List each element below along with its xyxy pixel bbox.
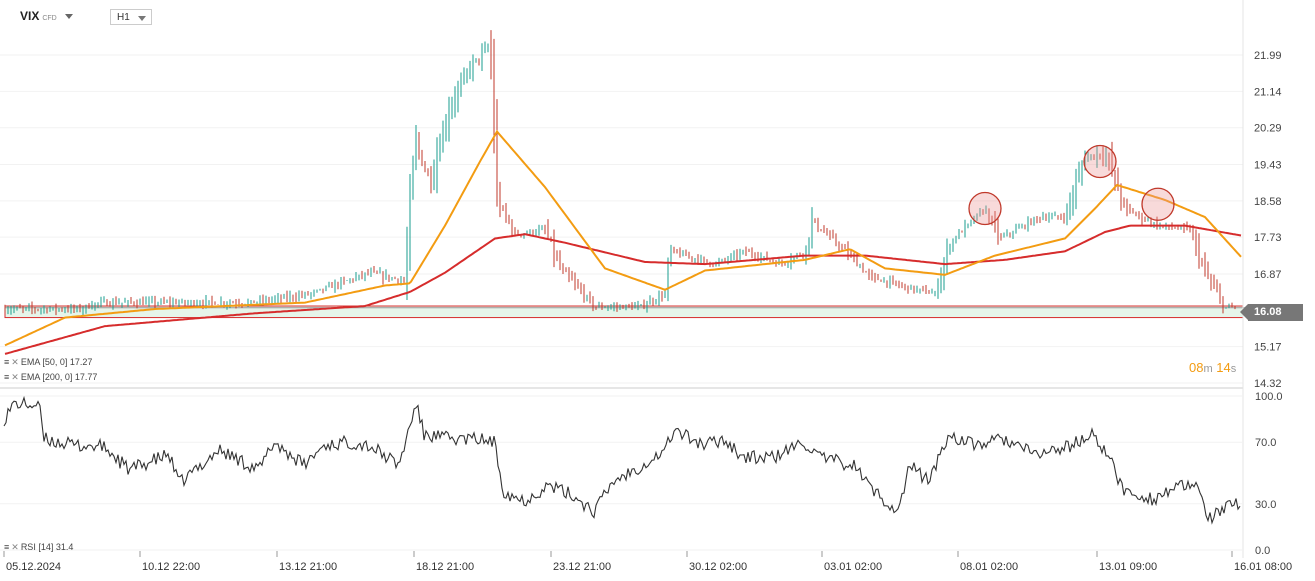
- time-tick-label: 10.12 22:00: [142, 561, 200, 573]
- symbol-sub: CFD: [42, 15, 57, 22]
- ema50-legend-label: EMA [50, 0] 17.27: [20, 357, 93, 367]
- price-tick-label: 21.99: [1254, 50, 1282, 62]
- menu-icon[interactable]: ≡: [4, 357, 10, 367]
- time-tick-label: 30.12 02:00: [689, 561, 747, 573]
- timeframe-value: H1: [117, 12, 130, 23]
- price-tick-label: 21.14: [1254, 86, 1282, 98]
- time-tick-label: 23.12 21:00: [553, 561, 611, 573]
- time-tick-label: 13.12 21:00: [279, 561, 337, 573]
- time-tick-label: 16.01 08:00: [1234, 561, 1292, 573]
- symbol-name: VIX: [20, 9, 40, 23]
- highlight-circle: [1083, 144, 1117, 179]
- close-icon[interactable]: ✕: [11, 357, 19, 367]
- highlight-circles: [968, 144, 1175, 226]
- ema200-line: [4, 224, 1242, 355]
- timeframe-select[interactable]: H1: [110, 9, 152, 25]
- price-tick-label: 16.87: [1254, 269, 1282, 281]
- time-tick-label: 13.01 09:00: [1099, 561, 1157, 573]
- rsi-legend-label: RSI [14] 31.4: [20, 542, 74, 552]
- time-axis: 05.12.2024 10.12 22:00 13.12 21:00 18.12 21…: [3, 551, 1292, 573]
- rsi-axis: 100.0 70.0 30.0 0.0: [1255, 391, 1283, 557]
- price-tick-label: 14.32: [1254, 378, 1282, 390]
- rsi-tick-label: 70.0: [1255, 437, 1276, 449]
- close-icon[interactable]: ✕: [11, 372, 19, 382]
- price-tick-label: 15.17: [1254, 342, 1282, 354]
- ema50-legend[interactable]: ≡ ✕ EMA [50, 0] 17.27: [4, 357, 92, 368]
- close-icon[interactable]: ✕: [11, 542, 19, 552]
- price-grid: [0, 54, 1243, 384]
- time-tick-label: 03.01 02:00: [824, 561, 882, 573]
- last-price-tag: 16.08: [1240, 304, 1303, 321]
- ema200-legend[interactable]: ≡ ✕ EMA [200, 0] 17.77: [4, 372, 97, 383]
- rsi-tick-label: 0.0: [1255, 545, 1270, 557]
- price-tick-label: 18.58: [1254, 196, 1282, 208]
- rsi-legend[interactable]: ≡ ✕ RSI [14] 31.4: [4, 542, 73, 553]
- price-candles: [4, 30, 1236, 316]
- highlight-circle: [1141, 187, 1175, 221]
- price-tick-label: 17.73: [1254, 232, 1282, 244]
- price-axis: 21.99 21.14 20.29 19.43 18.58 17.73 16.87 15.17…: [1254, 50, 1282, 390]
- rsi-tick-label: 30.0: [1255, 499, 1276, 511]
- time-tick-label: 05.12.2024: [6, 561, 61, 573]
- symbol-selector[interactable]: VIX CFD: [20, 9, 73, 23]
- rsi-grid: [0, 395, 1243, 551]
- menu-icon[interactable]: ≡: [4, 372, 10, 382]
- time-tick-label: 18.12 21:00: [416, 561, 474, 573]
- price-tick-label: 20.29: [1254, 123, 1282, 135]
- rsi-tick-label: 100.0: [1255, 391, 1283, 403]
- rsi-line: [3, 395, 1241, 525]
- price-tick-label: 19.43: [1254, 159, 1282, 171]
- chevron-down-icon: [64, 14, 73, 20]
- ema200-legend-label: EMA [200, 0] 17.77: [20, 372, 98, 382]
- menu-icon[interactable]: ≡: [4, 542, 10, 552]
- bar-countdown: 08m 14s: [1189, 360, 1237, 375]
- chevron-down-icon: [138, 16, 146, 21]
- time-tick-label: 08.01 02:00: [960, 561, 1018, 573]
- ema50-line: [4, 129, 1242, 347]
- highlight-circle: [968, 191, 1002, 226]
